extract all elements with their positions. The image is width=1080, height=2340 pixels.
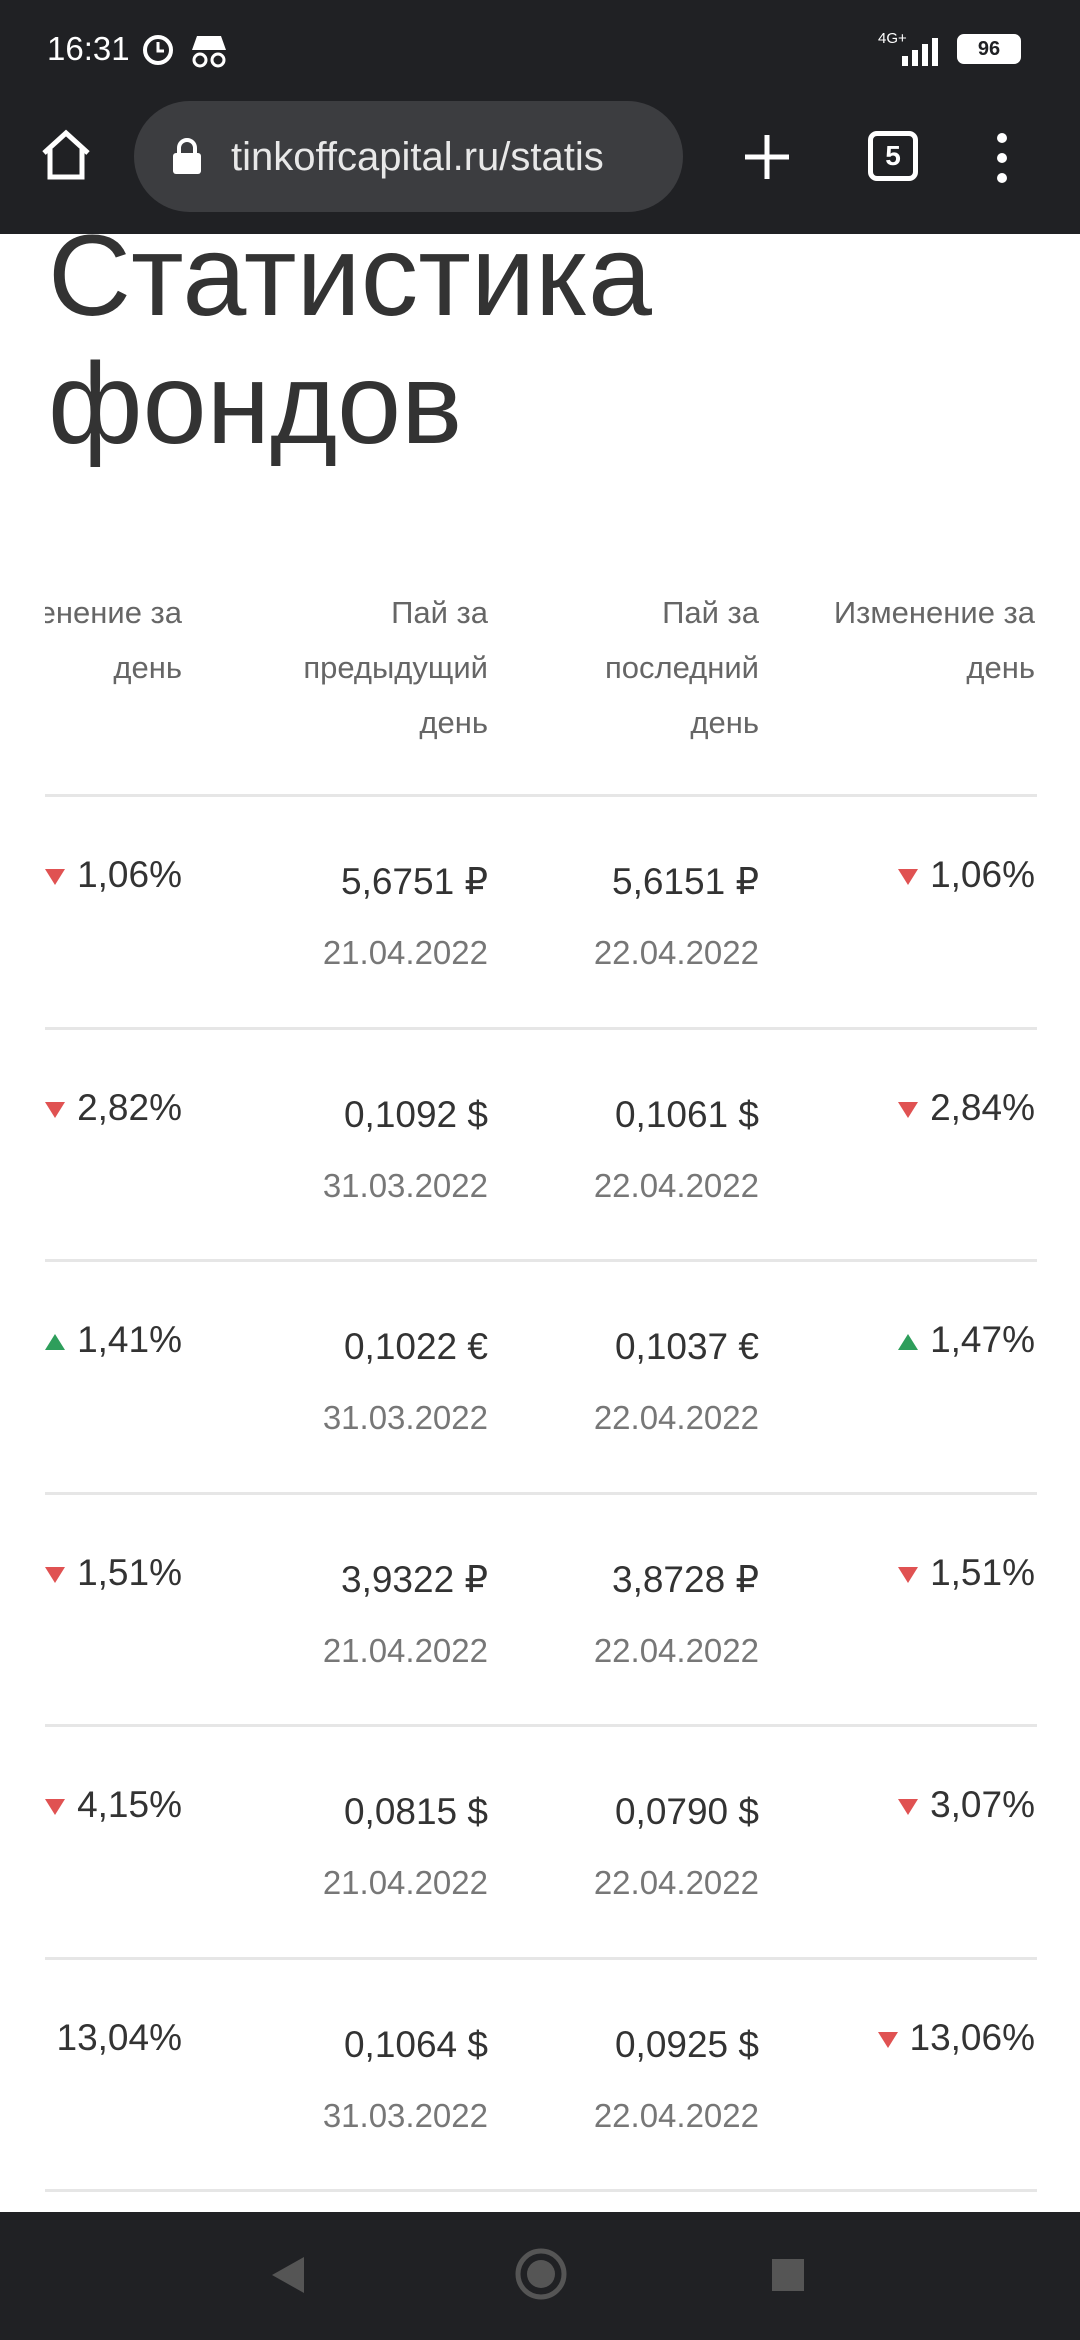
new-tab-button[interactable]	[742, 132, 792, 182]
last-date: 22.04.2022	[593, 1864, 759, 1901]
change-value: 1,41%	[77, 1319, 182, 1360]
down-arrow	[898, 1101, 919, 1118]
change-value: 1,51%	[77, 1551, 182, 1593]
down-arrow	[45, 869, 66, 886]
down-arrow	[45, 1566, 66, 1583]
change-cell: 4,15%	[45, 1783, 182, 1827]
column-header: Пай за последний день	[604, 595, 759, 740]
down-arrow	[898, 1799, 919, 1816]
prev-date: 21.04.2022	[322, 1631, 488, 1669]
change-cell: 3,07%	[735, 1783, 1035, 1827]
last-price: 0,0790 $	[614, 1791, 759, 1832]
change-cell: 13,04%	[45, 2016, 183, 2060]
column-header: Изменение за день	[833, 595, 1035, 685]
home-nav-button[interactable]	[514, 2247, 568, 2301]
prev-date: 21.04.2022	[322, 934, 488, 971]
last-price: 3,8728 ₽	[612, 1558, 759, 1600]
row-divider	[45, 2189, 1037, 2192]
prev-price: 0,0815 $	[343, 1791, 488, 1832]
change-value: 1,51%	[930, 1551, 1035, 1593]
prev-price: 3,9322 ₽	[341, 1558, 488, 1600]
last-date: 22.04.2022	[593, 1631, 759, 1669]
change-value: 3,07%	[930, 1784, 1035, 1825]
row-divider	[45, 1724, 1037, 1727]
menu-button[interactable]	[992, 130, 1012, 186]
row-divider	[45, 1956, 1037, 1960]
prev-date: 31.03.2022	[322, 1399, 488, 1436]
row-divider	[45, 1259, 1037, 1262]
last-date: 22.04.2022	[593, 1166, 759, 1204]
prev-date: 31.03.2022	[322, 2096, 488, 2134]
up-arrow	[898, 1334, 919, 1351]
down-arrow	[877, 2031, 898, 2048]
change-value: 13,04%	[56, 2016, 183, 2058]
down-arrow	[898, 869, 919, 886]
prev-price: 0,1064 $	[343, 2023, 488, 2065]
back-button[interactable]	[270, 2255, 306, 2295]
change-cell: 1,51%	[45, 1551, 182, 1595]
change-cell: 1,51%	[735, 1551, 1035, 1595]
page-title: Статистика фондов	[48, 212, 652, 468]
table: Изменение за день Пай за предыдущий день П…	[45, 560, 1037, 2212]
change-value: 2,82%	[77, 1086, 182, 1128]
column-header: Пай за предыдущий день	[303, 595, 488, 740]
change-cell: 1,06%	[45, 853, 182, 897]
row-divider	[45, 1026, 1037, 1030]
last-date: 22.04.2022	[593, 1399, 759, 1436]
browser-chrome: 16:31 4G+ 96 tinkoffcapital.ru/statis 5	[0, 0, 1080, 234]
signal	[902, 38, 938, 66]
tab-count[interactable]: 5	[868, 131, 918, 181]
url-bar[interactable]: tinkoffcapital.ru/statis	[134, 101, 683, 212]
row-divider	[45, 1491, 1037, 1495]
last-price: 5,6151 ₽	[612, 861, 759, 902]
down-arrow	[898, 1566, 919, 1583]
change-cell: 1,47%	[735, 1318, 1035, 1362]
header-divider	[45, 794, 1037, 797]
change-value: 4,15%	[77, 1784, 182, 1825]
nav-bar	[0, 2212, 1080, 2340]
last-price: 0,1037 €	[614, 1326, 759, 1367]
change-cell: 1,06%	[735, 853, 1035, 897]
prev-date: 31.03.2022	[322, 1166, 488, 1204]
column-header: Изменение за день	[45, 595, 182, 685]
change-cell: 2,82%	[45, 1086, 182, 1130]
home-button[interactable]	[38, 127, 94, 183]
last-price: 0,0925 $	[614, 2023, 759, 2065]
change-cell: 13,06%	[735, 2016, 1035, 2060]
change-cell: 1,41%	[45, 1318, 182, 1362]
down-arrow	[45, 1799, 66, 1816]
change-value: 1,47%	[930, 1319, 1035, 1360]
last-date: 22.04.2022	[593, 2096, 759, 2134]
prev-date: 21.04.2022	[322, 1864, 488, 1901]
up-arrow	[45, 1334, 66, 1351]
prev-price: 0,1022 €	[343, 1326, 488, 1367]
prev-price: 5,6751 ₽	[341, 861, 488, 902]
clock: 16:31	[47, 30, 130, 67]
url: tinkoffcapital.ru/statis	[231, 135, 604, 179]
change-value: 1,06%	[930, 854, 1035, 895]
change-value: 1,06%	[77, 854, 182, 895]
network: 4G+	[878, 30, 907, 47]
recents-button[interactable]	[770, 2257, 806, 2293]
change-value: 2,84%	[930, 1086, 1035, 1128]
prev-price: 0,1092 $	[343, 1093, 488, 1135]
change-value: 13,06%	[909, 2016, 1036, 2058]
status-icons	[143, 35, 226, 68]
lock-icon	[173, 138, 201, 174]
battery: 96	[957, 34, 1021, 64]
last-date: 22.04.2022	[593, 934, 759, 971]
down-arrow	[45, 1101, 66, 1118]
last-price: 0,1061 $	[614, 1093, 759, 1135]
change-cell: 2,84%	[735, 1086, 1035, 1130]
